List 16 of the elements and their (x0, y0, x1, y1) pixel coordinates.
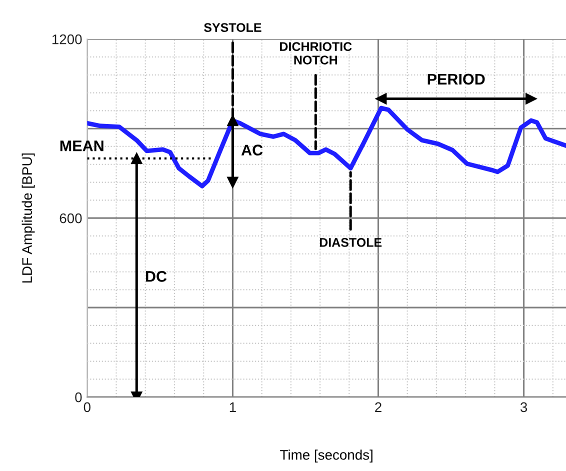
y-tick-label: 600 (60, 213, 82, 224)
x-tick-label: 0 (84, 402, 90, 412)
series-label: AC (241, 144, 263, 156)
y-tick-label: 1200 (52, 34, 82, 44)
series-label: DC (146, 271, 167, 282)
x-tick-label: 1 (230, 402, 236, 412)
x-tick-label: 2 (375, 402, 382, 412)
y-tick-label: 0 (75, 392, 82, 402)
annotation: DIASTOLE (320, 238, 382, 247)
x-axis-title: Time [seconds] (280, 450, 372, 463)
series-label: MEAN (60, 140, 104, 152)
series-label: PERIOD (428, 74, 485, 85)
annotation: DICHRIOTIC NOTCH (280, 42, 352, 64)
y-axis-title: LDF Amplitude [BPU] (22, 153, 35, 283)
x-tick-label: 3 (520, 402, 528, 412)
annotation: SYSTOLE (204, 23, 262, 32)
